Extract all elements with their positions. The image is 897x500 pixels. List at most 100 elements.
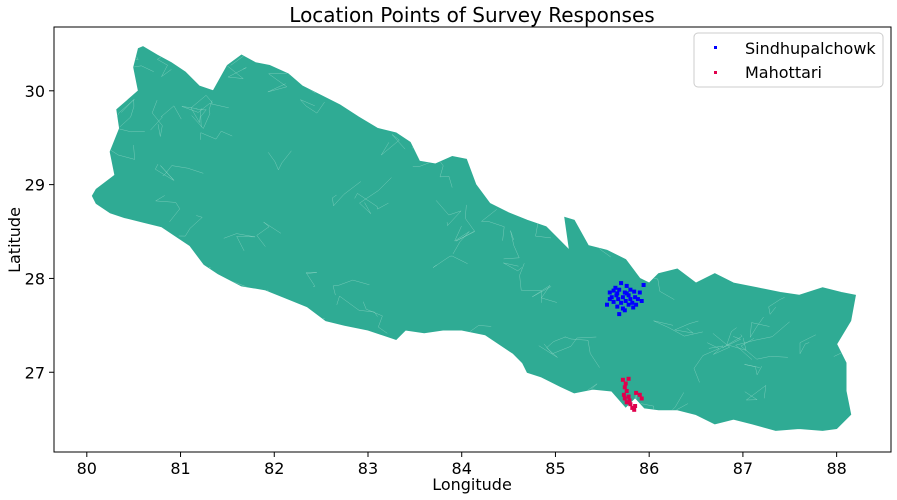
- district-boundary-line: [285, 409, 300, 431]
- data-point-sindhupalchowk: [624, 283, 629, 288]
- district-boundary-line: [830, 85, 850, 116]
- y-tick-label: 29: [25, 176, 45, 195]
- district-boundary-line: [305, 272, 317, 287]
- district-boundary-line: [853, 199, 856, 221]
- district-boundary-line: [236, 339, 268, 370]
- district-boundary-line: [729, 210, 762, 229]
- district-boundary-line: [191, 100, 213, 129]
- y-tick-label: 30: [25, 82, 45, 101]
- district-boundary-line: [185, 46, 215, 52]
- district-boundary-line: [669, 126, 687, 144]
- district-boundary-line: [587, 84, 621, 109]
- data-point-sindhupalchowk: [622, 308, 627, 313]
- x-axis: 80 81 82 83 84 85 86 87 88: [77, 452, 847, 478]
- data-point-sindhupalchowk: [635, 297, 640, 302]
- district-boundary-line: [514, 90, 561, 99]
- x-tick-label: 83: [358, 459, 378, 478]
- district-boundary-line: [843, 332, 856, 343]
- y-tick-label: 27: [25, 363, 45, 382]
- district-boundary-line: [428, 72, 465, 82]
- data-point-sindhupalchowk: [639, 299, 644, 303]
- district-boundary-line: [493, 46, 507, 66]
- data-point-mahottari: [639, 396, 644, 401]
- data-point-sindhupalchowk: [613, 285, 618, 290]
- data-point-mahottari: [628, 402, 633, 407]
- data-point-sindhupalchowk: [607, 290, 612, 295]
- data-point-mahottari: [623, 381, 628, 386]
- district-boundary-line: [114, 99, 135, 133]
- district-boundary-line: [166, 326, 202, 349]
- data-point-sindhupalchowk: [624, 291, 629, 296]
- data-point-mahottari: [626, 376, 631, 381]
- district-boundary-line: [180, 323, 198, 358]
- district-boundary-line: [483, 91, 529, 118]
- y-axis: 27 28 29 30: [25, 82, 54, 382]
- district-boundary-line: [187, 299, 207, 330]
- district-boundary-line: [621, 88, 650, 102]
- district-boundary-line: [564, 336, 600, 368]
- data-point-sindhupalchowk: [637, 290, 642, 295]
- x-tick-label: 86: [639, 459, 659, 478]
- district-boundary-line: [332, 279, 370, 296]
- district-boundary-line: [706, 132, 741, 155]
- district-boundary-line: [771, 207, 791, 251]
- district-boundary-line: [432, 255, 468, 268]
- district-boundary-line: [267, 73, 288, 93]
- data-point-sindhupalchowk: [615, 291, 620, 296]
- district-boundary-line: [538, 336, 566, 358]
- legend-box: [693, 32, 884, 88]
- x-tick-label: 81: [170, 459, 190, 478]
- data-point-mahottari: [622, 396, 627, 401]
- district-boundary-line: [785, 90, 810, 115]
- y-tick-label: 28: [25, 269, 45, 288]
- district-boundary-line: [435, 200, 462, 227]
- data-point-sindhupalchowk: [620, 295, 625, 300]
- data-point-mahottari: [637, 392, 642, 397]
- data-point-sindhupalchowk: [623, 299, 628, 303]
- x-tick-label: 87: [733, 459, 753, 478]
- district-boundary-line: [674, 320, 699, 334]
- data-point-mahottari: [624, 400, 629, 405]
- district-boundary-line: [750, 235, 779, 267]
- district-boundary-line: [818, 171, 837, 184]
- district-boundary-line: [452, 226, 470, 254]
- district-boundary-line: [535, 46, 594, 54]
- data-point-sindhupalchowk: [626, 302, 631, 307]
- district-boundary-line: [777, 94, 815, 112]
- district-boundary-line: [189, 378, 236, 391]
- district-boundary-line: [722, 334, 743, 349]
- x-tick-label: 84: [452, 459, 472, 478]
- district-boundary-line: [768, 297, 785, 315]
- district-boundary-line: [363, 301, 388, 334]
- nepal-map-shape: [91, 46, 856, 431]
- legend-label-mahottari: Mahottari: [745, 63, 822, 82]
- data-point-mahottari: [633, 404, 638, 408]
- district-boundary-line: [548, 411, 586, 422]
- data-point-mahottari: [620, 377, 625, 382]
- plot-frame: [53, 26, 892, 453]
- district-boundary-line: [809, 171, 826, 183]
- district-boundary-line: [735, 321, 790, 360]
- district-boundary-line: [180, 326, 198, 342]
- data-point-sindhupalchowk: [633, 295, 638, 300]
- district-boundary-line: [503, 262, 523, 272]
- legend-marker-sindhupalchowk: [714, 46, 717, 49]
- district-boundary-line: [579, 154, 608, 170]
- district-boundary-line: [190, 95, 214, 124]
- district-boundary-line: [413, 333, 440, 358]
- district-boundary-line: [455, 204, 475, 242]
- district-boundary-line: [628, 200, 649, 226]
- district-boundary-line: [648, 76, 678, 96]
- data-point-mahottari: [624, 389, 629, 393]
- district-boundary-line: [749, 223, 786, 243]
- district-boundary-line: [178, 215, 203, 237]
- district-boundary-line: [183, 336, 203, 355]
- district-boundary-line: [274, 296, 295, 327]
- district-boundary-line: [579, 405, 612, 416]
- district-boundary-line: [701, 178, 752, 194]
- data-point-sindhupalchowk: [616, 297, 621, 302]
- data-point-sindhupalchowk: [628, 297, 633, 302]
- district-boundary-line: [300, 99, 325, 114]
- data-point-sindhupalchowk: [617, 287, 622, 292]
